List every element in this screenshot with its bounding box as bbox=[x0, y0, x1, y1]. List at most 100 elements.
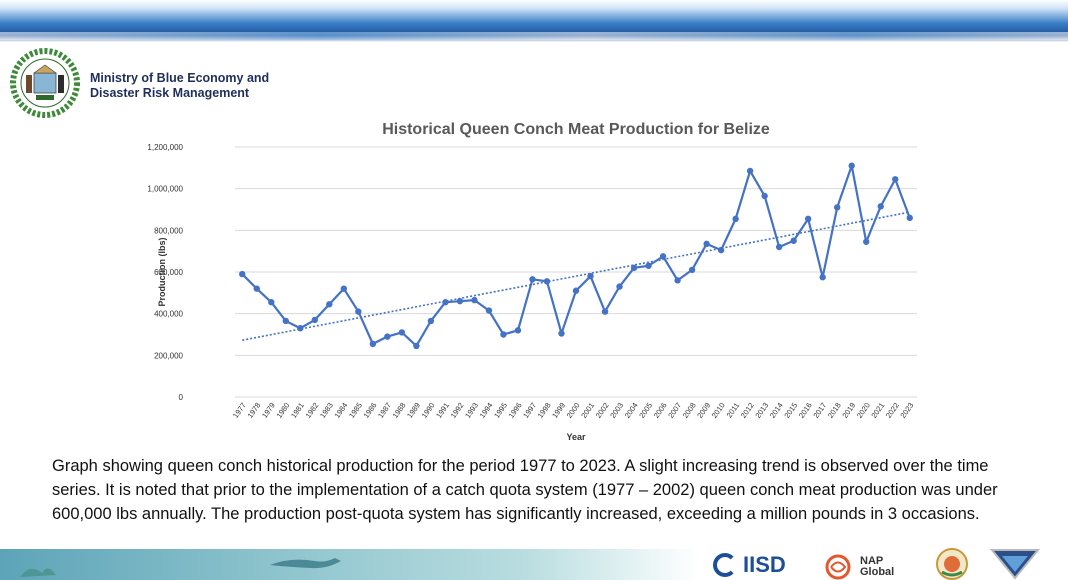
x-tick-label: 1984 bbox=[333, 401, 350, 420]
x-tick-label: 2011 bbox=[725, 401, 742, 419]
data-point bbox=[572, 287, 580, 294]
data-point bbox=[543, 278, 551, 285]
y-tick-label: 1,000,000 bbox=[147, 185, 183, 194]
x-tick-label: 1993 bbox=[463, 401, 480, 420]
data-point bbox=[688, 266, 696, 274]
data-point bbox=[268, 299, 275, 306]
ministry-name-line2: Disaster Risk Management bbox=[90, 86, 250, 100]
x-tick-label: 1995 bbox=[492, 401, 509, 420]
x-tick-label: 2000 bbox=[565, 401, 582, 420]
x-tick-label: 1983 bbox=[318, 401, 335, 420]
data-point bbox=[340, 285, 348, 292]
chart-caption: Graph showing queen conch historical pro… bbox=[52, 457, 998, 523]
data-point bbox=[659, 253, 667, 260]
data-point bbox=[833, 204, 841, 211]
x-tick-label: 2005 bbox=[637, 401, 654, 420]
data-point bbox=[616, 283, 623, 290]
x-tick-label: 2014 bbox=[768, 401, 785, 420]
x-tick-label: 2009 bbox=[695, 401, 712, 420]
x-tick-label: 1999 bbox=[550, 401, 567, 420]
x-tick-label: 2015 bbox=[782, 401, 799, 420]
data-point bbox=[369, 340, 377, 348]
data-point bbox=[384, 333, 391, 340]
ministry-name-line1: Ministry of Blue Economy and bbox=[90, 71, 270, 85]
nap-global-logo: NAP Global bbox=[822, 554, 894, 580]
x-tick-label: 2010 bbox=[710, 401, 727, 420]
y-tick-label: 400,000 bbox=[154, 310, 183, 319]
x-tick-label: 1978 bbox=[245, 401, 262, 420]
iisd-circle-icon bbox=[713, 553, 737, 577]
y-tick-label: 200,000 bbox=[154, 351, 183, 360]
x-tick-label: 1996 bbox=[507, 401, 524, 420]
data-point bbox=[282, 317, 289, 325]
chart-svg: Historical Queen Conch Meat Production f… bbox=[147, 121, 917, 442]
data-point bbox=[601, 308, 609, 315]
blue-economy-partner-logo bbox=[989, 549, 1041, 580]
y-axis-label: Production (lbs) bbox=[157, 238, 167, 307]
data-point bbox=[587, 272, 594, 280]
x-tick-label: 1985 bbox=[347, 401, 364, 420]
data-point bbox=[819, 274, 826, 281]
data-point bbox=[732, 215, 739, 223]
bottom-ocean-strip bbox=[0, 549, 700, 580]
data-point bbox=[645, 262, 652, 269]
data-point bbox=[311, 316, 319, 324]
x-tick-label: 2023 bbox=[898, 401, 915, 420]
banner-wave bbox=[0, 32, 1068, 40]
x-tick-label: 1998 bbox=[536, 401, 553, 420]
x-tick-label: 2019 bbox=[840, 401, 857, 420]
data-point bbox=[892, 176, 899, 183]
x-tick-label: 2016 bbox=[797, 401, 814, 420]
top-banner bbox=[0, 0, 1068, 42]
data-point bbox=[253, 285, 260, 292]
x-tick-label: 2001 bbox=[579, 401, 596, 420]
data-point bbox=[442, 299, 449, 306]
x-tick-label: 1977 bbox=[231, 401, 248, 420]
belize-coat-of-arms-logo bbox=[10, 48, 80, 118]
x-tick-label: 1981 bbox=[289, 401, 306, 420]
ministry-name: Ministry of Blue Economy and Disaster Ri… bbox=[90, 71, 269, 101]
x-tick-label: 1988 bbox=[391, 401, 408, 420]
x-tick-label: 2012 bbox=[739, 401, 756, 420]
x-tick-label: 2021 bbox=[869, 401, 886, 420]
iisd-logo-text: IISD bbox=[743, 552, 786, 577]
x-tick-label: 2006 bbox=[652, 401, 669, 420]
data-point bbox=[239, 270, 246, 278]
production-chart: Historical Queen Conch Meat Production f… bbox=[145, 112, 945, 447]
data-point bbox=[398, 329, 406, 336]
x-tick-label: 1992 bbox=[449, 401, 466, 420]
data-point bbox=[717, 246, 725, 254]
x-tick-label: 2004 bbox=[623, 401, 640, 420]
data-point bbox=[906, 214, 913, 222]
data-point bbox=[456, 297, 464, 305]
data-point bbox=[326, 301, 333, 308]
x-tick-label: 1986 bbox=[362, 401, 379, 420]
data-point bbox=[804, 215, 812, 223]
iisd-logo: IISD bbox=[713, 552, 786, 578]
trendline bbox=[242, 211, 910, 341]
x-tick-label: 2017 bbox=[811, 401, 828, 420]
data-point bbox=[427, 317, 435, 325]
x-tick-label: 1994 bbox=[478, 401, 495, 420]
data-point bbox=[297, 325, 304, 332]
data-point bbox=[514, 327, 522, 334]
x-tick-label: 1989 bbox=[405, 401, 422, 420]
data-point bbox=[848, 162, 855, 169]
y-tick-label: 800,000 bbox=[154, 226, 183, 235]
chart-title: Historical Queen Conch Meat Production f… bbox=[382, 121, 770, 138]
data-point bbox=[485, 307, 493, 314]
x-tick-label: 2020 bbox=[855, 401, 872, 420]
x-tick-label: 1979 bbox=[260, 401, 277, 420]
x-tick-label: 2008 bbox=[681, 401, 698, 420]
data-point bbox=[500, 331, 507, 338]
y-tick-label: 600,000 bbox=[154, 268, 183, 277]
data-point bbox=[529, 276, 536, 283]
y-tick-label: 1,200,000 bbox=[147, 143, 183, 152]
data-point bbox=[703, 240, 710, 248]
x-axis-label: Year bbox=[566, 432, 586, 442]
x-tick-label: 1991 bbox=[434, 401, 451, 420]
data-point bbox=[790, 237, 797, 244]
fisheries-partner-logo bbox=[936, 548, 968, 580]
data-point bbox=[863, 238, 870, 245]
diver-silhouette bbox=[20, 558, 341, 577]
